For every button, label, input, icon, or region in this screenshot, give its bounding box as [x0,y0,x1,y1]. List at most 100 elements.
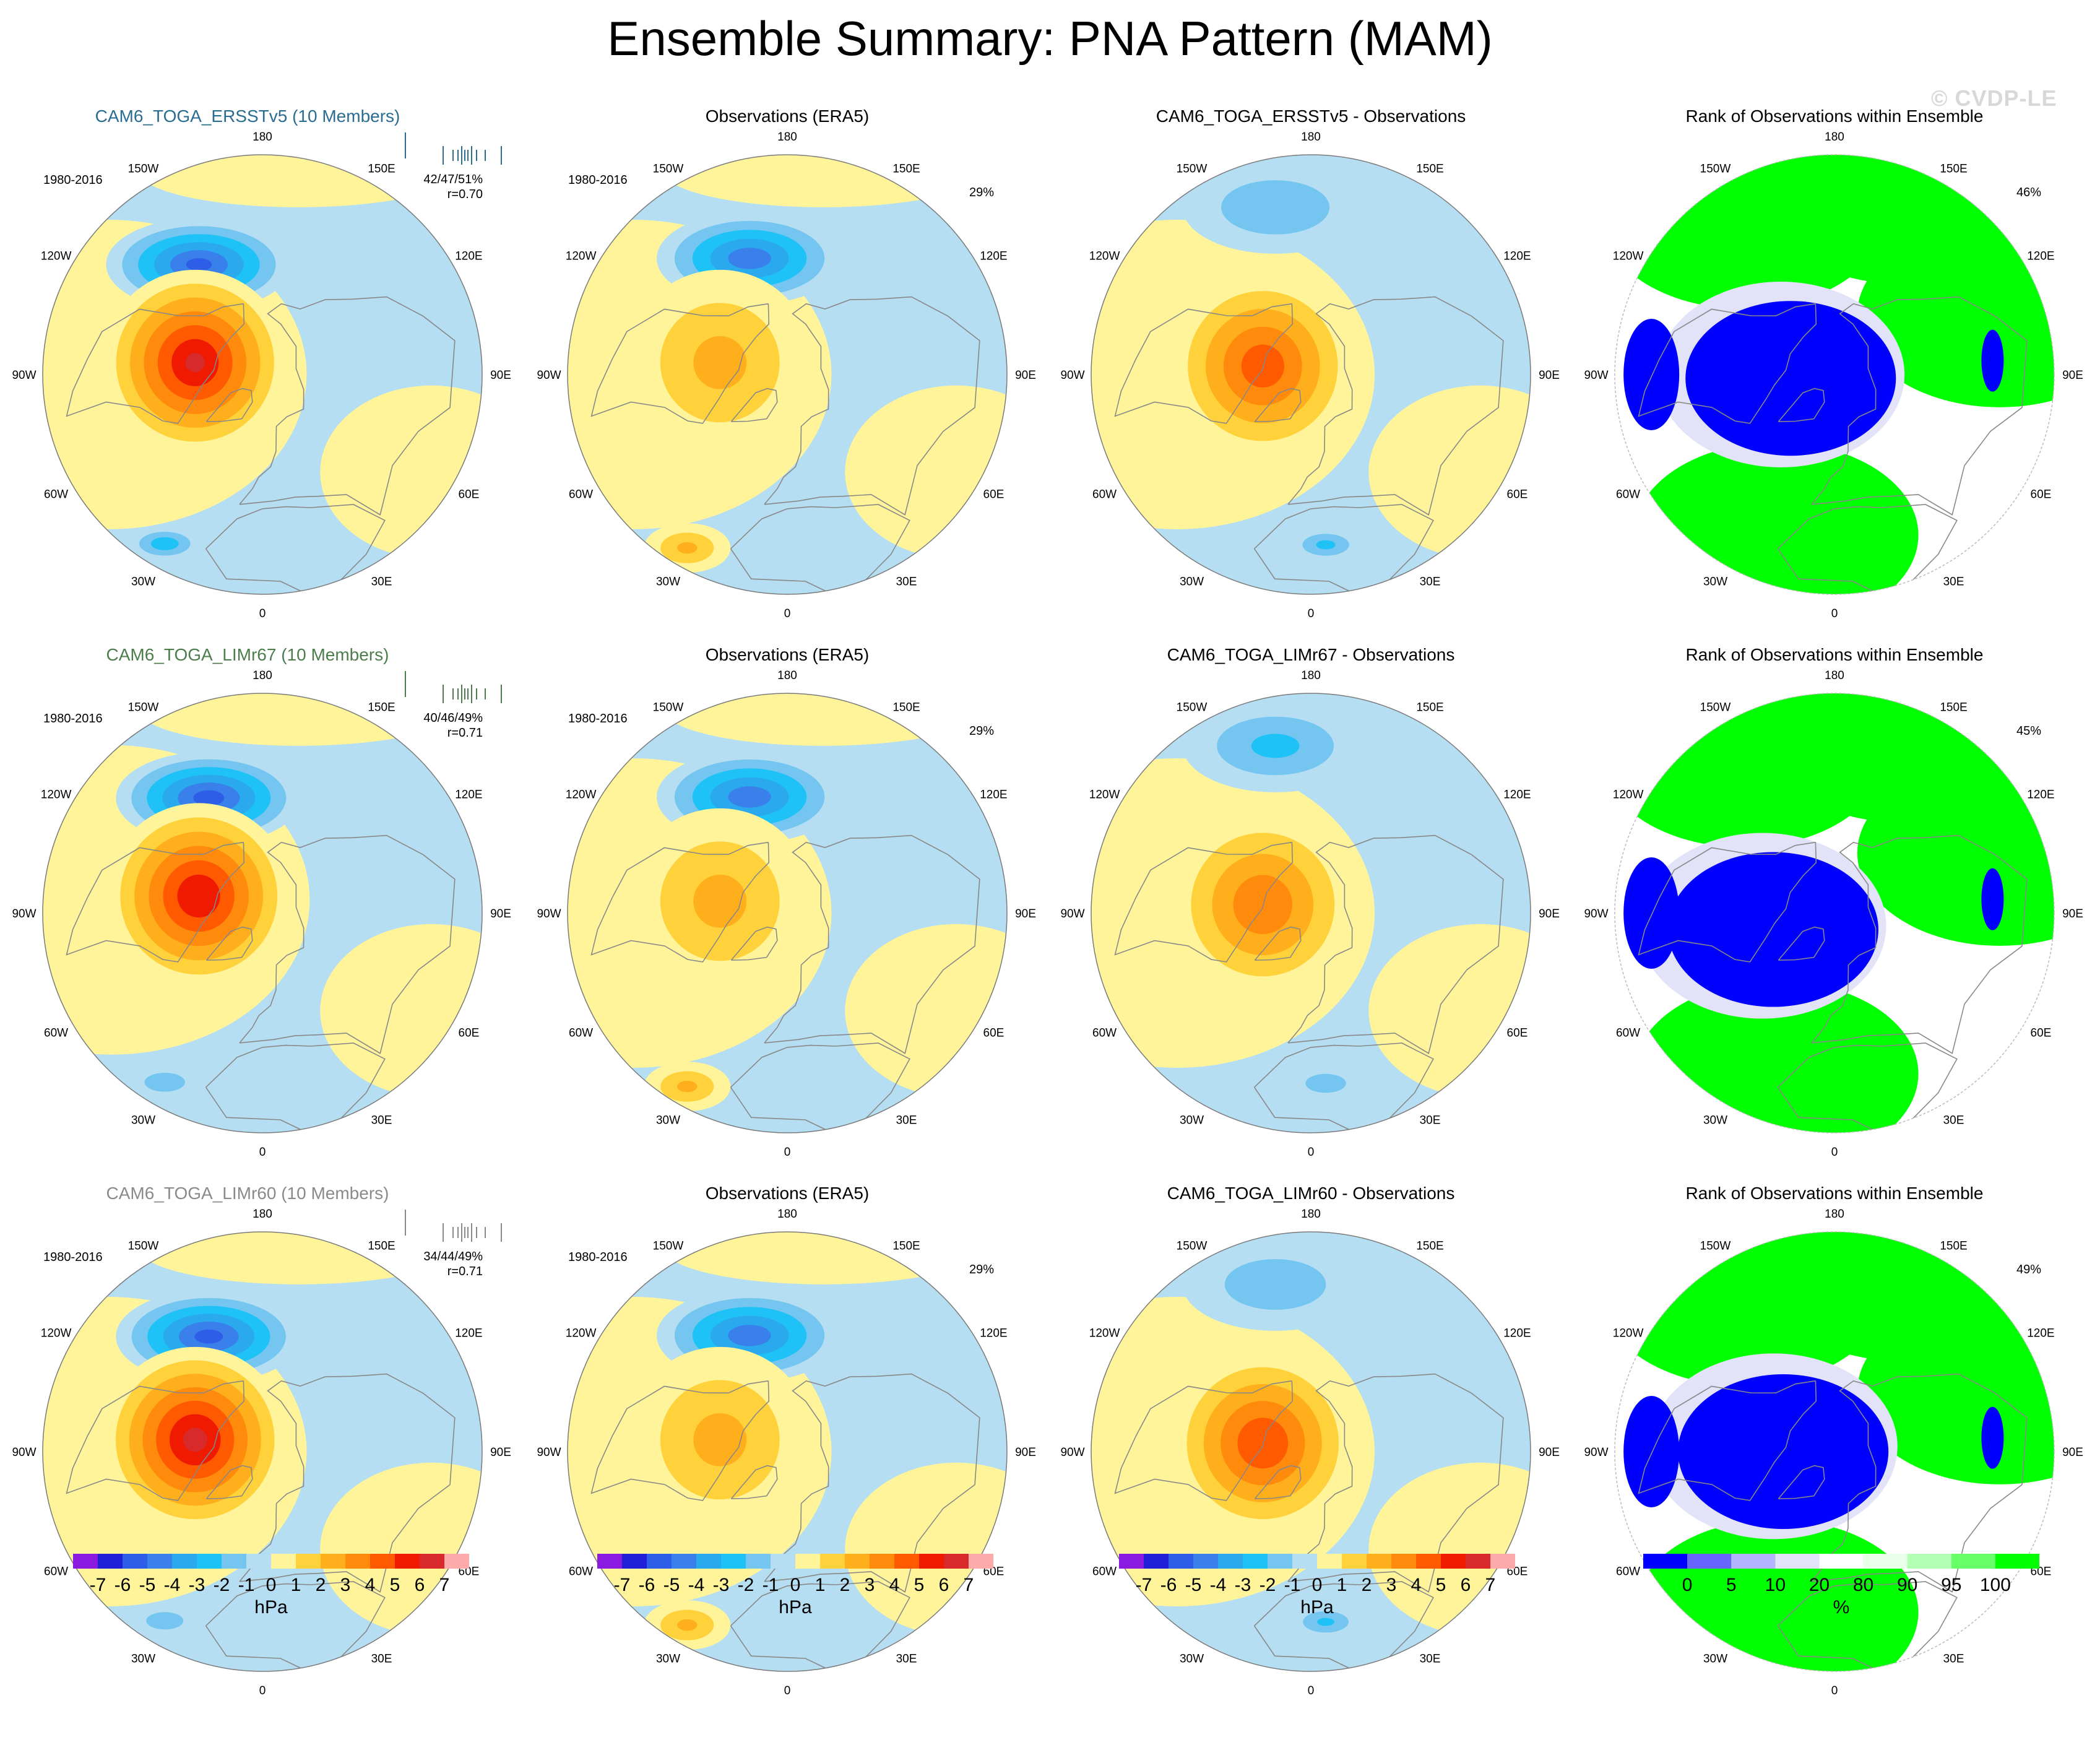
colorbar-swatch [1441,1554,1466,1569]
coastline [205,388,253,422]
longitude-label: 90E [490,907,511,920]
longitude-label: 120E [455,250,482,263]
longitude-label: 30W [1703,575,1727,588]
colorbar-tick-label: -1 [238,1575,255,1595]
coastline [1778,926,1825,961]
colorbar-swatch [1193,1554,1218,1569]
longitude-label: 90W [1060,907,1084,920]
obs-variance-pct: 29% [969,724,995,738]
longitude-label: 0 [1308,607,1315,620]
colorbar-swatch [597,1554,622,1569]
colorbar-tick-label: 95 [1941,1575,1961,1595]
longitude-label: 90E [1539,907,1560,920]
longitude-label: 30W [1180,1652,1204,1665]
coastline [205,504,386,594]
coastline [1253,1581,1434,1671]
coastline [1287,1373,1504,1593]
colorbar-tick-label: 6 [1461,1575,1471,1595]
panel-title: CAM6_TOGA_LIMr60 - Observations [1167,1184,1455,1203]
colorbar-swatch [672,1554,696,1569]
colorbar-obs: -7 -6 -5 -4 -3 -2 -1 0 1 2 3 4 5 6 7 hPa [597,1554,993,1622]
colorbar-swatch [1731,1554,1776,1569]
colorbar-swatch [696,1554,721,1569]
colorbar-swatch [1995,1554,2039,1569]
panel-title: CAM6_TOGA_LIMr67 - Observations [1167,645,1455,664]
coastline [764,296,980,516]
longitude-label: 150W [1700,1240,1731,1253]
obs-marker-line [405,1210,406,1236]
obs-variance-pct: 29% [969,1263,995,1276]
longitude-label: 60E [1507,1027,1528,1040]
colorbar-tick-label: -2 [214,1575,230,1595]
colorbar-swatch [870,1554,894,1569]
coastline [1777,504,1958,594]
colorbar-swatch [246,1554,271,1569]
longitude-label: 30E [1420,575,1441,588]
map-rim [1091,154,1531,595]
longitude-label: 120W [1613,1327,1644,1340]
coastline [764,834,980,1054]
colorbar-tick-label: 20 [1809,1575,1830,1595]
coastline [239,296,456,516]
longitude-label: 0 [259,1146,266,1159]
coastline [1638,1380,1817,1501]
obs-map-field [568,693,1007,1133]
colorbar-model: -7 -6 -5 -4 -3 -2 -1 0 1 2 3 4 5 6 7 hPa [73,1554,469,1622]
rank-panel-row1: 180 150E 120E 90E 60E 30E 0 30W 60W 90W 120W 150W Ra… [1572,93,2097,631]
colorbar-tick-label: 0 [1682,1575,1693,1595]
model-panel-row2: 180 150E 120E 90E 60E 30E 0 30W 60W 90W 120W 150W CA… [0,631,525,1170]
rank-low-region [1623,319,1680,430]
positive-broad-region [137,155,460,207]
colorbar-tick-label: -6 [115,1575,131,1595]
longitude-label: 120W [1089,250,1120,263]
panel-title: CAM6_TOGA_LIMr60 (10 Members) [106,1184,389,1203]
rank-low-region [1623,1396,1680,1507]
map-rim [42,693,483,1133]
colorbar-swatch [746,1554,771,1569]
colorbar-swatch [771,1554,795,1569]
positive-broad-region [137,693,460,746]
coastline [1811,296,2028,516]
longitude-label: 90W [12,907,36,920]
rank-low-region [1678,1374,1889,1529]
pattern-correlation: r=0.71 [447,726,483,740]
colorbar-swatch [370,1554,395,1569]
longitude-label: 150E [1416,1240,1443,1253]
colorbar-tick-label: 4 [365,1575,376,1595]
longitude-label: 90W [1584,1446,1608,1459]
longitude-label: 30W [131,1114,155,1127]
positive-broad-region [662,155,985,207]
longitude-label: 60E [983,1027,1005,1040]
colorbar-tick-label: -4 [164,1575,181,1595]
coastline [66,841,245,963]
period-label: 1980-2016 [43,173,103,187]
colorbar-swatch [1317,1554,1342,1569]
longitude-label: 90W [12,1446,36,1459]
colorbar-swatch [1907,1554,1951,1569]
panel-title: Observations (ERA5) [705,1184,870,1203]
coastline [205,926,253,961]
colorbar-tick-label: 3 [865,1575,875,1595]
coastline [1811,1373,2028,1593]
positive-broad-region [137,1232,460,1284]
colorbar-swatch [345,1554,370,1569]
colorbar-swatch [1819,1554,1864,1569]
colorbar-tick-label: 0 [1312,1575,1323,1595]
colorbar-swatch [1863,1554,1908,1569]
colorbar-tick-label: 3 [340,1575,351,1595]
period-label: 1980-2016 [568,712,628,726]
coastline [1114,1380,1294,1501]
longitude-label: 0 [1308,1146,1315,1159]
coastline [590,303,770,424]
rank-low-region [1981,329,2004,392]
longitude-label: 150W [128,163,159,176]
diff-panel-row3: 180 150E 120E 90E 60E 30E 0 30W 60W 90W 120W 150W CA… [1048,1170,1573,1709]
coastline [1778,1465,1825,1499]
negative-anomaly-contour [194,1329,223,1344]
colorbar-swatch [147,1554,172,1569]
